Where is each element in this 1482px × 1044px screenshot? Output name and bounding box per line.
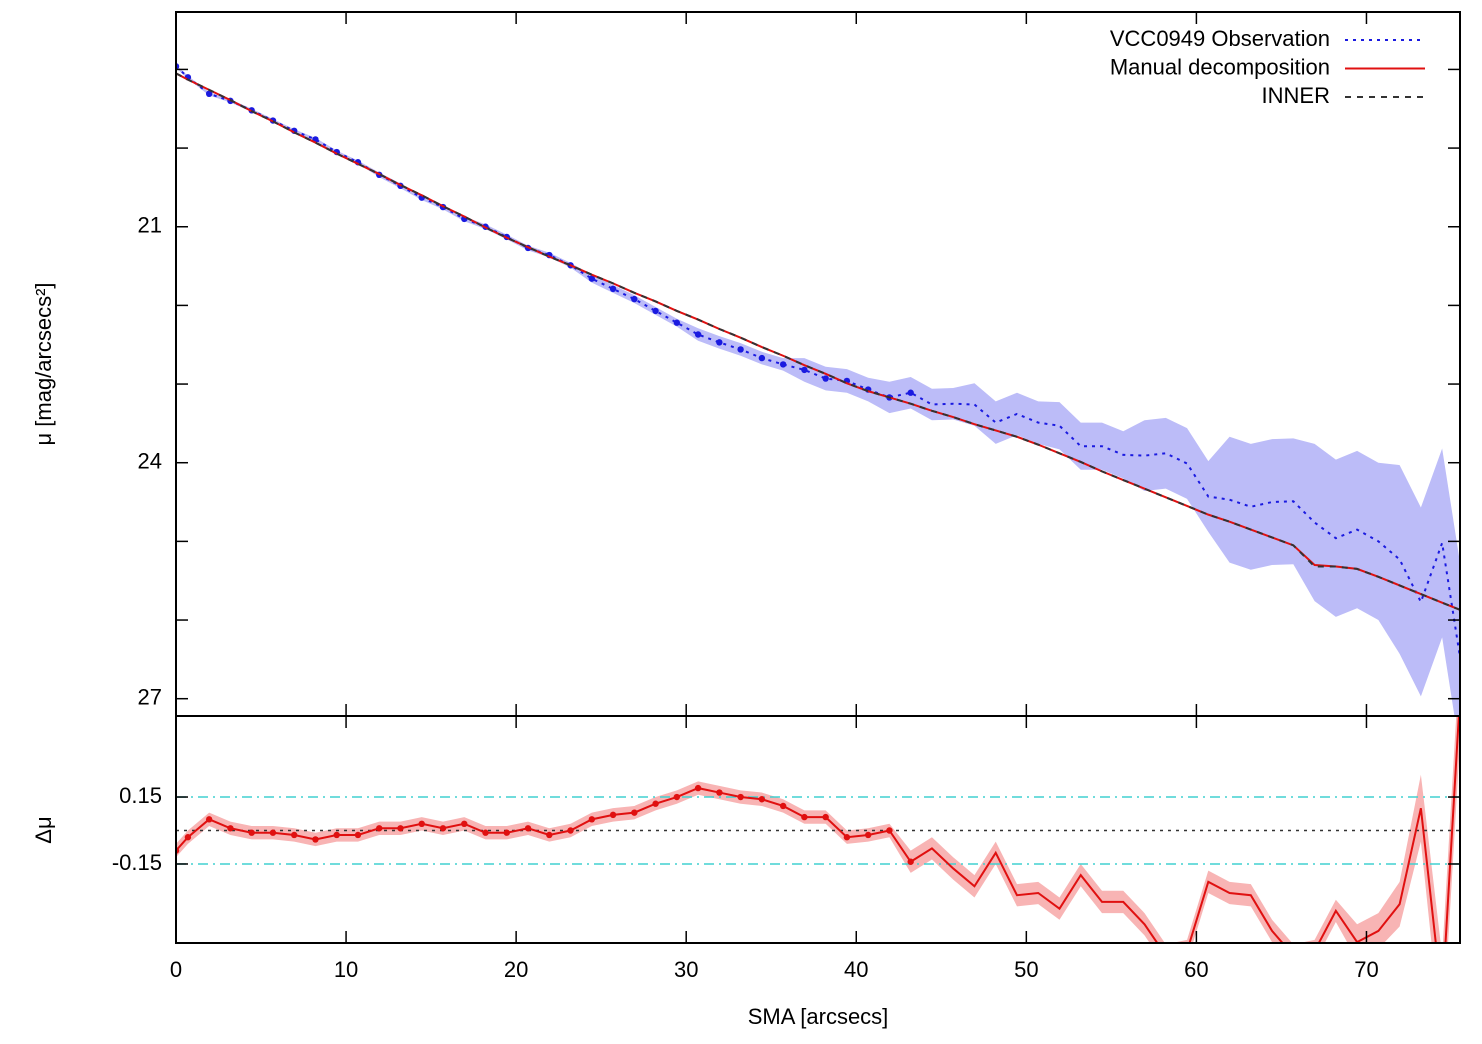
x-tick-label: 40: [844, 957, 868, 982]
data-point: [673, 793, 681, 801]
data-point: [843, 834, 851, 841]
data-point: [397, 825, 404, 832]
data-point: [609, 811, 617, 819]
y-tick-label: -0.15: [112, 850, 162, 875]
data-point: [737, 793, 744, 801]
data-point: [631, 809, 638, 816]
data-point: [716, 339, 723, 346]
data-point: [205, 816, 213, 823]
data-point: [290, 831, 298, 839]
data-point: [354, 831, 362, 839]
series-line: [176, 65, 1460, 658]
profile-plot: [176, 63, 1460, 716]
data-point: [269, 829, 277, 836]
y-tick-label: 0.15: [119, 783, 162, 808]
data-point: [567, 827, 574, 834]
data-point: [184, 834, 192, 841]
data-point: [524, 825, 532, 832]
residual-plot: [176, 716, 1460, 943]
x-axis-label: SMA [arcsecs]: [748, 1004, 889, 1029]
data-point: [418, 820, 425, 828]
data-point: [758, 354, 766, 362]
x-tick-label: 0: [170, 957, 182, 982]
data-point: [205, 90, 213, 98]
data-point: [907, 858, 914, 865]
series-line: [176, 716, 1460, 943]
data-point: [822, 375, 829, 382]
data-point: [546, 831, 553, 839]
data-point: [333, 831, 340, 839]
data-point: [461, 820, 468, 828]
y-axis-label: Δμ: [31, 816, 56, 843]
data-point: [864, 831, 872, 839]
data-point: [439, 825, 447, 832]
plot-frame: [175, 715, 1461, 944]
data-point: [694, 784, 702, 792]
data-point: [248, 829, 255, 836]
data-point: [694, 331, 702, 338]
x-tick-label: 20: [504, 957, 528, 982]
legend-label: INNER: [1262, 83, 1330, 108]
legend-label: VCC0949 Observation: [1110, 26, 1330, 51]
y-tick-label: 21: [138, 213, 162, 238]
data-point: [376, 825, 383, 832]
x-tick-label: 10: [334, 957, 358, 982]
data-point: [779, 802, 787, 810]
data-point: [716, 789, 723, 796]
data-point: [673, 319, 681, 326]
data-point: [588, 275, 596, 282]
data-point: [609, 285, 617, 293]
legend-label: Manual decomposition: [1110, 54, 1330, 79]
data-point: [503, 829, 510, 836]
error-band: [176, 64, 1460, 716]
data-point: [482, 829, 489, 836]
data-point: [907, 389, 914, 396]
data-point: [588, 816, 596, 823]
data-point: [822, 813, 829, 821]
data-point: [801, 366, 808, 374]
y-tick-label: 27: [138, 685, 162, 710]
y-axis-label: μ [mag/arcsecs²]: [31, 282, 56, 445]
x-tick-label: 60: [1184, 957, 1208, 982]
data-point: [737, 346, 744, 353]
data-point: [779, 361, 787, 368]
data-point: [886, 827, 893, 834]
data-point: [227, 825, 234, 832]
data-point: [631, 295, 638, 303]
x-tick-label: 50: [1014, 957, 1038, 982]
data-point: [801, 813, 808, 821]
axes: 21 24 27 VCC0949 Observation Manual decompos…: [112, 11, 1461, 982]
data-point: [652, 800, 659, 807]
x-tick-label: 70: [1354, 957, 1378, 982]
series-line: [176, 72, 1460, 611]
y-tick-label: 24: [138, 449, 162, 474]
data-point: [758, 796, 766, 803]
x-tick-label: 30: [674, 957, 698, 982]
data-point: [312, 836, 319, 843]
error-band: [176, 716, 1460, 943]
data-point: [652, 307, 659, 315]
